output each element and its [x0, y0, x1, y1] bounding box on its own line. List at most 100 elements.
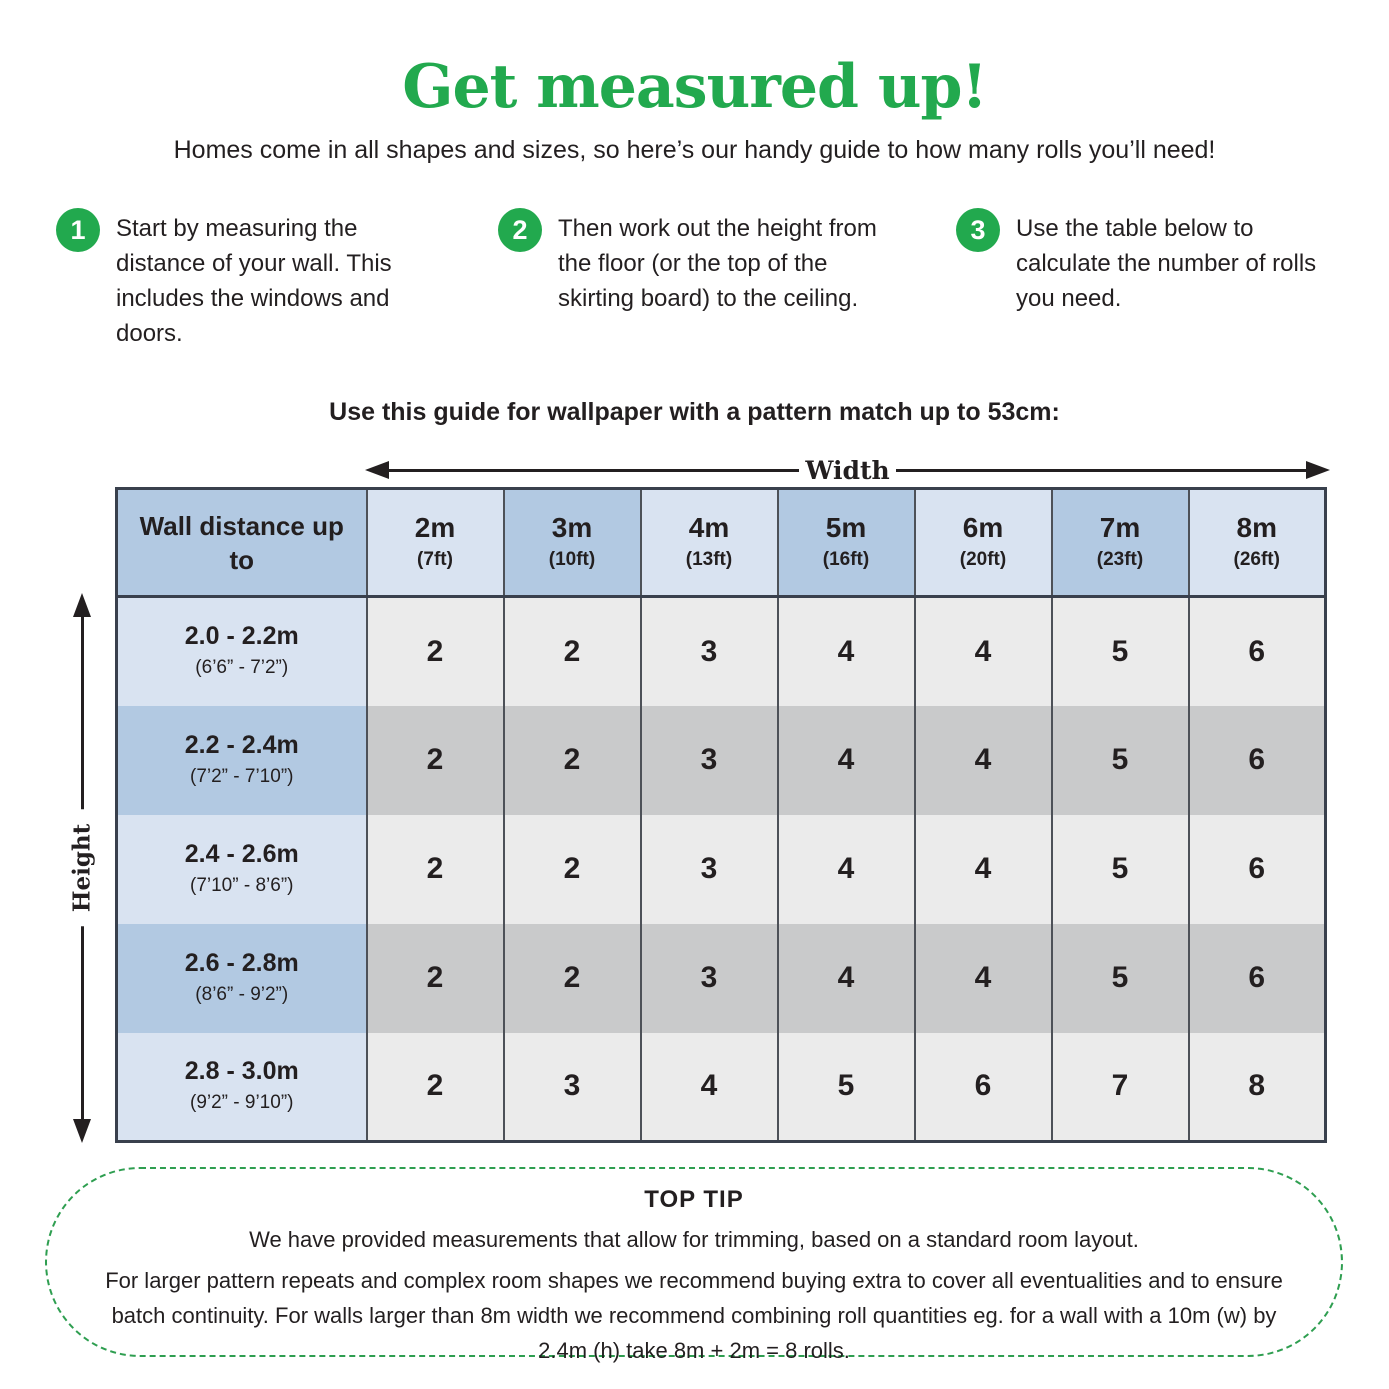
column-imperial: (26ft): [1233, 548, 1280, 570]
row-range: 2.6 - 2.8m: [184, 948, 299, 977]
column-imperial: (10ft): [548, 548, 596, 570]
step-3-text: Use the table below to calculate the num…: [1016, 215, 1317, 312]
rolls-cell: 5: [1050, 596, 1190, 706]
rolls-cell: 3: [639, 705, 779, 815]
row-range: 2.4 - 2.6m: [184, 839, 299, 868]
rolls-cell: 6: [1187, 705, 1327, 815]
table-header-row: Wall distance up to 2m (7ft) 3m (10ft) 4…: [115, 488, 1327, 598]
rolls-cell: 2: [365, 705, 505, 815]
column-metric: 4m: [688, 511, 730, 543]
column-metric: 5m: [825, 511, 867, 543]
arrow-left-icon: [365, 461, 389, 479]
rolls-cell: 2: [502, 814, 642, 924]
row-range: 2.2 - 2.4m: [184, 730, 299, 759]
rolls-cell: 2: [502, 705, 642, 815]
column-metric: 3m: [551, 511, 593, 543]
rolls-cell: 2: [502, 596, 642, 706]
rolls-cell: 7: [1050, 1032, 1190, 1142]
row-label-cell: 2.2 - 2.4m (7’2” - 7’10”): [115, 705, 368, 815]
rolls-cell: 4: [913, 923, 1053, 1033]
rolls-cell: 2: [502, 923, 642, 1033]
rolls-cell: 4: [776, 814, 916, 924]
corner-header-cell: Wall distance up to: [115, 488, 368, 598]
step-1: 1 Start by measuring the distance of you…: [56, 208, 442, 351]
page-subtitle: Homes come in all shapes and sizes, so h…: [173, 136, 1216, 164]
table-row-4: 2.6 - 2.8m (8’6” - 9’2”) 2 2 3 4 4 5 6: [115, 923, 1327, 1033]
row-imperial: (8’6” - 9’2”): [195, 983, 289, 1005]
row-range: 2.8 - 3.0m: [184, 1056, 299, 1085]
column-imperial: (7ft): [417, 548, 453, 570]
column-header-7m: 7m (23ft): [1050, 488, 1190, 598]
row-label-cell: 2.4 - 2.6m (7’10” - 8’6”): [115, 814, 368, 924]
table-row-2: 2.2 - 2.4m (7’2” - 7’10”) 2 2 3 4 4 5 6: [115, 705, 1327, 815]
arrow-up-icon: [73, 593, 91, 617]
page-title: Get measured up!: [402, 52, 988, 122]
rolls-cell: 4: [776, 923, 916, 1033]
rolls-cell: 3: [639, 814, 779, 924]
rolls-cell: 5: [1050, 923, 1190, 1033]
column-header-8m: 8m (26ft): [1187, 488, 1327, 598]
rolls-cell: 4: [913, 814, 1053, 924]
top-tip-line-1: We have provided measurements that allow…: [249, 1227, 1139, 1252]
row-label-cell: 2.6 - 2.8m (8’6” - 9’2”): [115, 923, 368, 1033]
rolls-cell: 4: [639, 1032, 779, 1142]
row-label-cell: 2.8 - 3.0m (9’2” - 9’10”): [115, 1032, 368, 1142]
rolls-cell: 4: [776, 705, 916, 815]
arrow-down-icon: [73, 1119, 91, 1143]
column-imperial: (23ft): [1096, 548, 1144, 570]
column-header-4m: 4m (13ft): [639, 488, 779, 598]
rolls-cell: 4: [913, 705, 1053, 815]
column-metric: 7m: [1099, 511, 1141, 543]
table-row-1: 2.0 - 2.2m (6’6” - 7’2”) 2 2 3 4 4 5 6: [115, 596, 1327, 706]
rolls-cell: 6: [1187, 596, 1327, 706]
column-imperial: (16ft): [822, 548, 870, 570]
rolls-cell: 6: [1187, 923, 1327, 1033]
rolls-table-body: 2.0 - 2.2m (6’6” - 7’2”) 2 2 3 4 4 5 6 2…: [115, 596, 1327, 1142]
table-row-3: 2.4 - 2.6m (7’10” - 8’6”) 2 2 3 4 4 5 6: [115, 814, 1327, 924]
top-tip-heading: TOP TIP: [644, 1186, 744, 1213]
top-tip-line-2: For larger pattern repeats and complex r…: [105, 1268, 1283, 1363]
rolls-table: Wall distance up to 2m (7ft) 3m (10ft) 4…: [115, 487, 1327, 1143]
row-imperial: (7’2” - 7’10”): [190, 765, 294, 787]
column-header-5m: 5m (16ft): [776, 488, 916, 598]
column-header-2m: 2m (7ft): [365, 488, 505, 598]
rolls-cell: 5: [1050, 705, 1190, 815]
rolls-cell: 2: [365, 596, 505, 706]
row-imperial: (7’10” - 8’6”): [190, 874, 294, 896]
rolls-cell: 5: [1050, 814, 1190, 924]
column-imperial: (20ft): [959, 548, 1007, 570]
rolls-cell: 3: [502, 1032, 642, 1142]
rolls-table-header: Wall distance up to 2m (7ft) 3m (10ft) 4…: [115, 488, 1327, 598]
arrow-right-icon: [1306, 461, 1330, 479]
rolls-cell: 2: [365, 923, 505, 1033]
rolls-cell: 4: [776, 596, 916, 706]
table-row-5: 2.8 - 3.0m (9’2” - 9’10”) 2 3 4 5 6 7 8: [115, 1032, 1327, 1142]
width-axis-label: Width: [805, 455, 890, 485]
rolls-cell: 5: [776, 1032, 916, 1142]
top-tip-box: TOP TIP We have provided measurements th…: [45, 1167, 1343, 1363]
rolls-cell: 4: [913, 596, 1053, 706]
rolls-cell: 8: [1187, 1032, 1327, 1142]
width-axis-line: [389, 468, 800, 472]
rolls-cell: 3: [639, 923, 779, 1033]
step-3-number-badge: 3: [956, 208, 1000, 252]
height-axis-label: Height: [66, 809, 98, 927]
step-1-text: Start by measuring the distance of your …: [116, 215, 392, 347]
width-axis-line: [895, 468, 1306, 472]
column-metric: 8m: [1236, 511, 1277, 543]
rolls-cell: 6: [913, 1032, 1053, 1142]
row-label-cell: 2.0 - 2.2m (6’6” - 7’2”): [115, 596, 368, 706]
step-2-number-badge: 2: [498, 208, 542, 252]
column-metric: 6m: [962, 511, 1004, 543]
step-2: 2 Then work out the height from the floo…: [498, 208, 898, 316]
width-axis-arrow: Width: [365, 452, 1330, 488]
row-range: 2.0 - 2.2m: [184, 622, 299, 651]
step-1-number-badge: 1: [56, 208, 100, 252]
rolls-cell: 2: [365, 1032, 505, 1142]
step-2-text: Then work out the height from the floor …: [558, 215, 877, 312]
column-imperial: (13ft): [685, 548, 733, 570]
row-imperial: (6’6” - 7’2”): [195, 657, 289, 679]
rolls-cell: 6: [1187, 814, 1327, 924]
step-3: 3 Use the table below to calculate the n…: [956, 208, 1326, 316]
